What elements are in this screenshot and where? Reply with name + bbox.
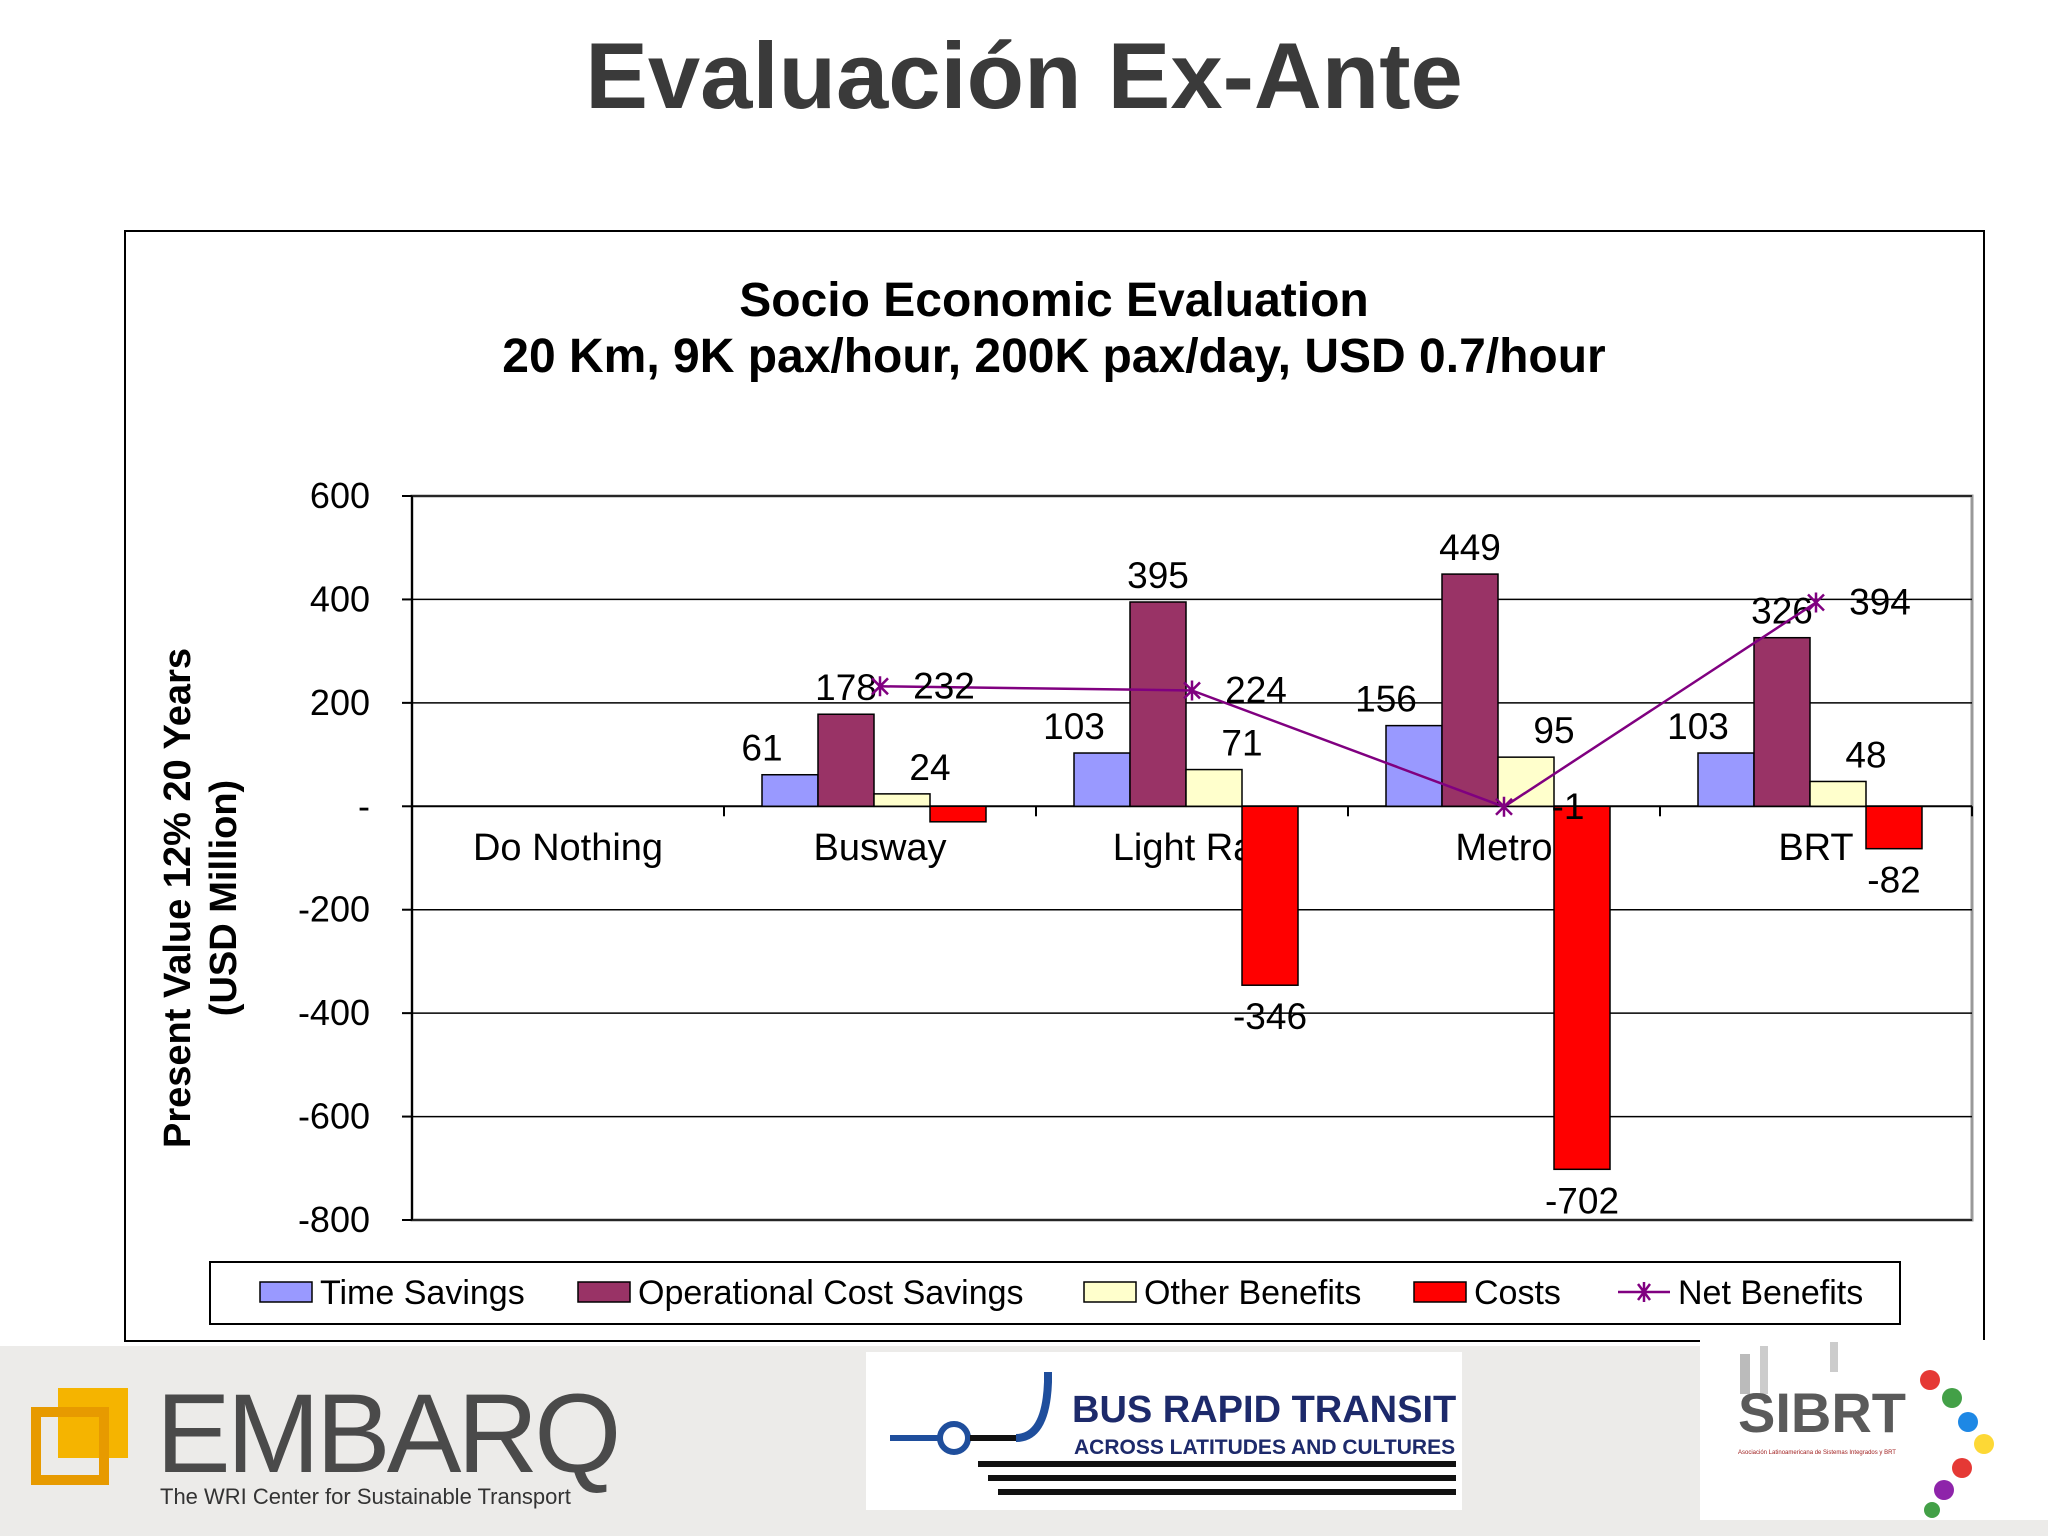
sibrt-bar-icon xyxy=(1760,1346,1768,1394)
legend-marker xyxy=(1637,1282,1651,1302)
y-axis-subtitle: (USD Million) xyxy=(203,780,245,1016)
net-benefits-label: 394 xyxy=(1849,582,1911,623)
net-benefits-point xyxy=(1807,592,1825,613)
bar-other-benefits xyxy=(1809,780,1867,808)
bar-other-benefits xyxy=(1185,768,1243,808)
bar-costs xyxy=(1865,805,1923,850)
chart-subtitle: 20 Km, 9K pax/hour, 200K pax/day, USD 0.… xyxy=(502,330,1605,383)
brt-road-lines-icon xyxy=(970,1435,1456,1495)
y-axis-title: Present Value 12% 20 Years xyxy=(157,648,199,1148)
chart-title: Socio Economic Evaluation xyxy=(739,274,1368,327)
legend-swatch xyxy=(259,1281,313,1303)
category-label: Busway xyxy=(813,827,946,869)
embarq-wordmark: EMBARQ xyxy=(156,1371,617,1496)
bar-time-savings xyxy=(1073,752,1131,808)
legend-swatch xyxy=(1083,1281,1137,1303)
category-label: Metro xyxy=(1455,827,1552,869)
y-tick-label: 400 xyxy=(310,578,370,619)
brt-logo-line1: BUS RAPID TRANSIT xyxy=(1072,1389,1456,1431)
y-tick-label: -200 xyxy=(298,889,370,930)
bar-costs xyxy=(1553,805,1611,1171)
net-benefits-point xyxy=(871,676,889,697)
data-label: 449 xyxy=(1439,527,1501,568)
sibrt-map-dot-icon xyxy=(1934,1480,1954,1500)
sibrt-map-dot-icon xyxy=(1920,1370,1940,1390)
sibrt-map-dot-icon xyxy=(1974,1434,1994,1454)
data-label: -82 xyxy=(1867,860,1920,901)
embarq-icon-front xyxy=(31,1407,109,1485)
net-benefits-label: 224 xyxy=(1225,669,1287,710)
data-label: 24 xyxy=(909,747,950,788)
sibrt-bar-icon xyxy=(1740,1354,1750,1394)
sibrt-logo: SIBRT Asociación Latinoamericana de Sist… xyxy=(1700,1340,2048,1520)
brt-station-icon xyxy=(937,1421,971,1455)
embarq-logo: EMBARQ The WRI Center for Sustainable Tr… xyxy=(31,1371,621,1509)
data-label: 395 xyxy=(1127,555,1189,596)
bar-costs xyxy=(929,805,987,823)
legend-entry: Time Savings xyxy=(320,1274,525,1312)
legend-swatch xyxy=(577,1281,631,1303)
bar-other-benefits xyxy=(1497,756,1555,808)
net-benefits-point xyxy=(1495,796,1513,817)
legend-entry: Net Benefits xyxy=(1678,1274,1863,1312)
bar-other-benefits xyxy=(873,793,931,808)
sibrt-map-dot-icon xyxy=(1924,1502,1940,1518)
sibrt-tagline: Asociación Latinoamericana de Sistemas I… xyxy=(1738,1450,1896,1456)
brt-logo-line2: ACROSS LATITUDES AND CULTURES xyxy=(1074,1436,1455,1459)
bar-operational-cost-savings xyxy=(817,713,875,808)
y-tick-label: 600 xyxy=(310,475,370,516)
chart-frame: Socio Economic Evaluation 20 Km, 9K pax/h… xyxy=(124,230,1985,1342)
sibrt-bar-icon xyxy=(1830,1342,1838,1372)
sibrt-map-dot-icon xyxy=(1942,1388,1962,1408)
data-label: 178 xyxy=(815,667,877,708)
bar-operational-cost-savings xyxy=(1129,601,1187,808)
bar-operational-cost-savings xyxy=(1753,636,1811,808)
y-tick-label: - xyxy=(358,785,370,826)
data-label: 61 xyxy=(741,728,782,769)
legend-entry: Costs xyxy=(1474,1274,1561,1312)
data-label: 48 xyxy=(1845,734,1886,775)
data-label: 71 xyxy=(1221,723,1262,764)
y-tick-label: -400 xyxy=(298,992,370,1033)
embarq-icon-back xyxy=(58,1388,128,1458)
data-label: 156 xyxy=(1355,679,1417,720)
legend-swatch xyxy=(1413,1281,1467,1303)
bar-time-savings xyxy=(761,773,819,808)
net-benefits-label: 232 xyxy=(913,665,975,706)
y-tick-label: 200 xyxy=(310,682,370,723)
data-label: 103 xyxy=(1043,706,1105,747)
y-tick-label: -800 xyxy=(298,1199,370,1240)
legend-entry: Operational Cost Savings xyxy=(638,1274,1024,1312)
data-label: -702 xyxy=(1545,1180,1619,1221)
plot-area xyxy=(410,494,1974,1222)
brt-logo: BUS RAPID TRANSIT ACROSS LATITUDES AND C… xyxy=(866,1352,1462,1510)
net-benefits-label: -1 xyxy=(1552,786,1585,827)
data-label: -346 xyxy=(1233,996,1307,1037)
bar-time-savings xyxy=(1697,752,1755,808)
category-label: Do Nothing xyxy=(473,827,663,869)
sibrt-map-dot-icon xyxy=(1958,1412,1978,1432)
y-tick-label: -600 xyxy=(298,1096,370,1137)
sibrt-wordmark: SIBRT xyxy=(1738,1381,1906,1444)
brt-curve-icon xyxy=(1015,1372,1052,1442)
slide-title: Evaluación Ex-Ante xyxy=(585,23,1463,128)
net-benefits-point xyxy=(1183,680,1201,701)
data-label: 95 xyxy=(1533,710,1574,751)
bar-operational-cost-savings xyxy=(1441,573,1499,808)
legend-entry: Other Benefits xyxy=(1144,1274,1361,1312)
net-benefits-line xyxy=(879,601,1817,809)
embarq-tagline: The WRI Center for Sustainable Transport xyxy=(160,1484,571,1509)
bar-costs xyxy=(1241,805,1299,986)
sibrt-map-dot-icon xyxy=(1952,1458,1972,1478)
data-label: 103 xyxy=(1667,706,1729,747)
category-label: BRT xyxy=(1778,827,1853,869)
